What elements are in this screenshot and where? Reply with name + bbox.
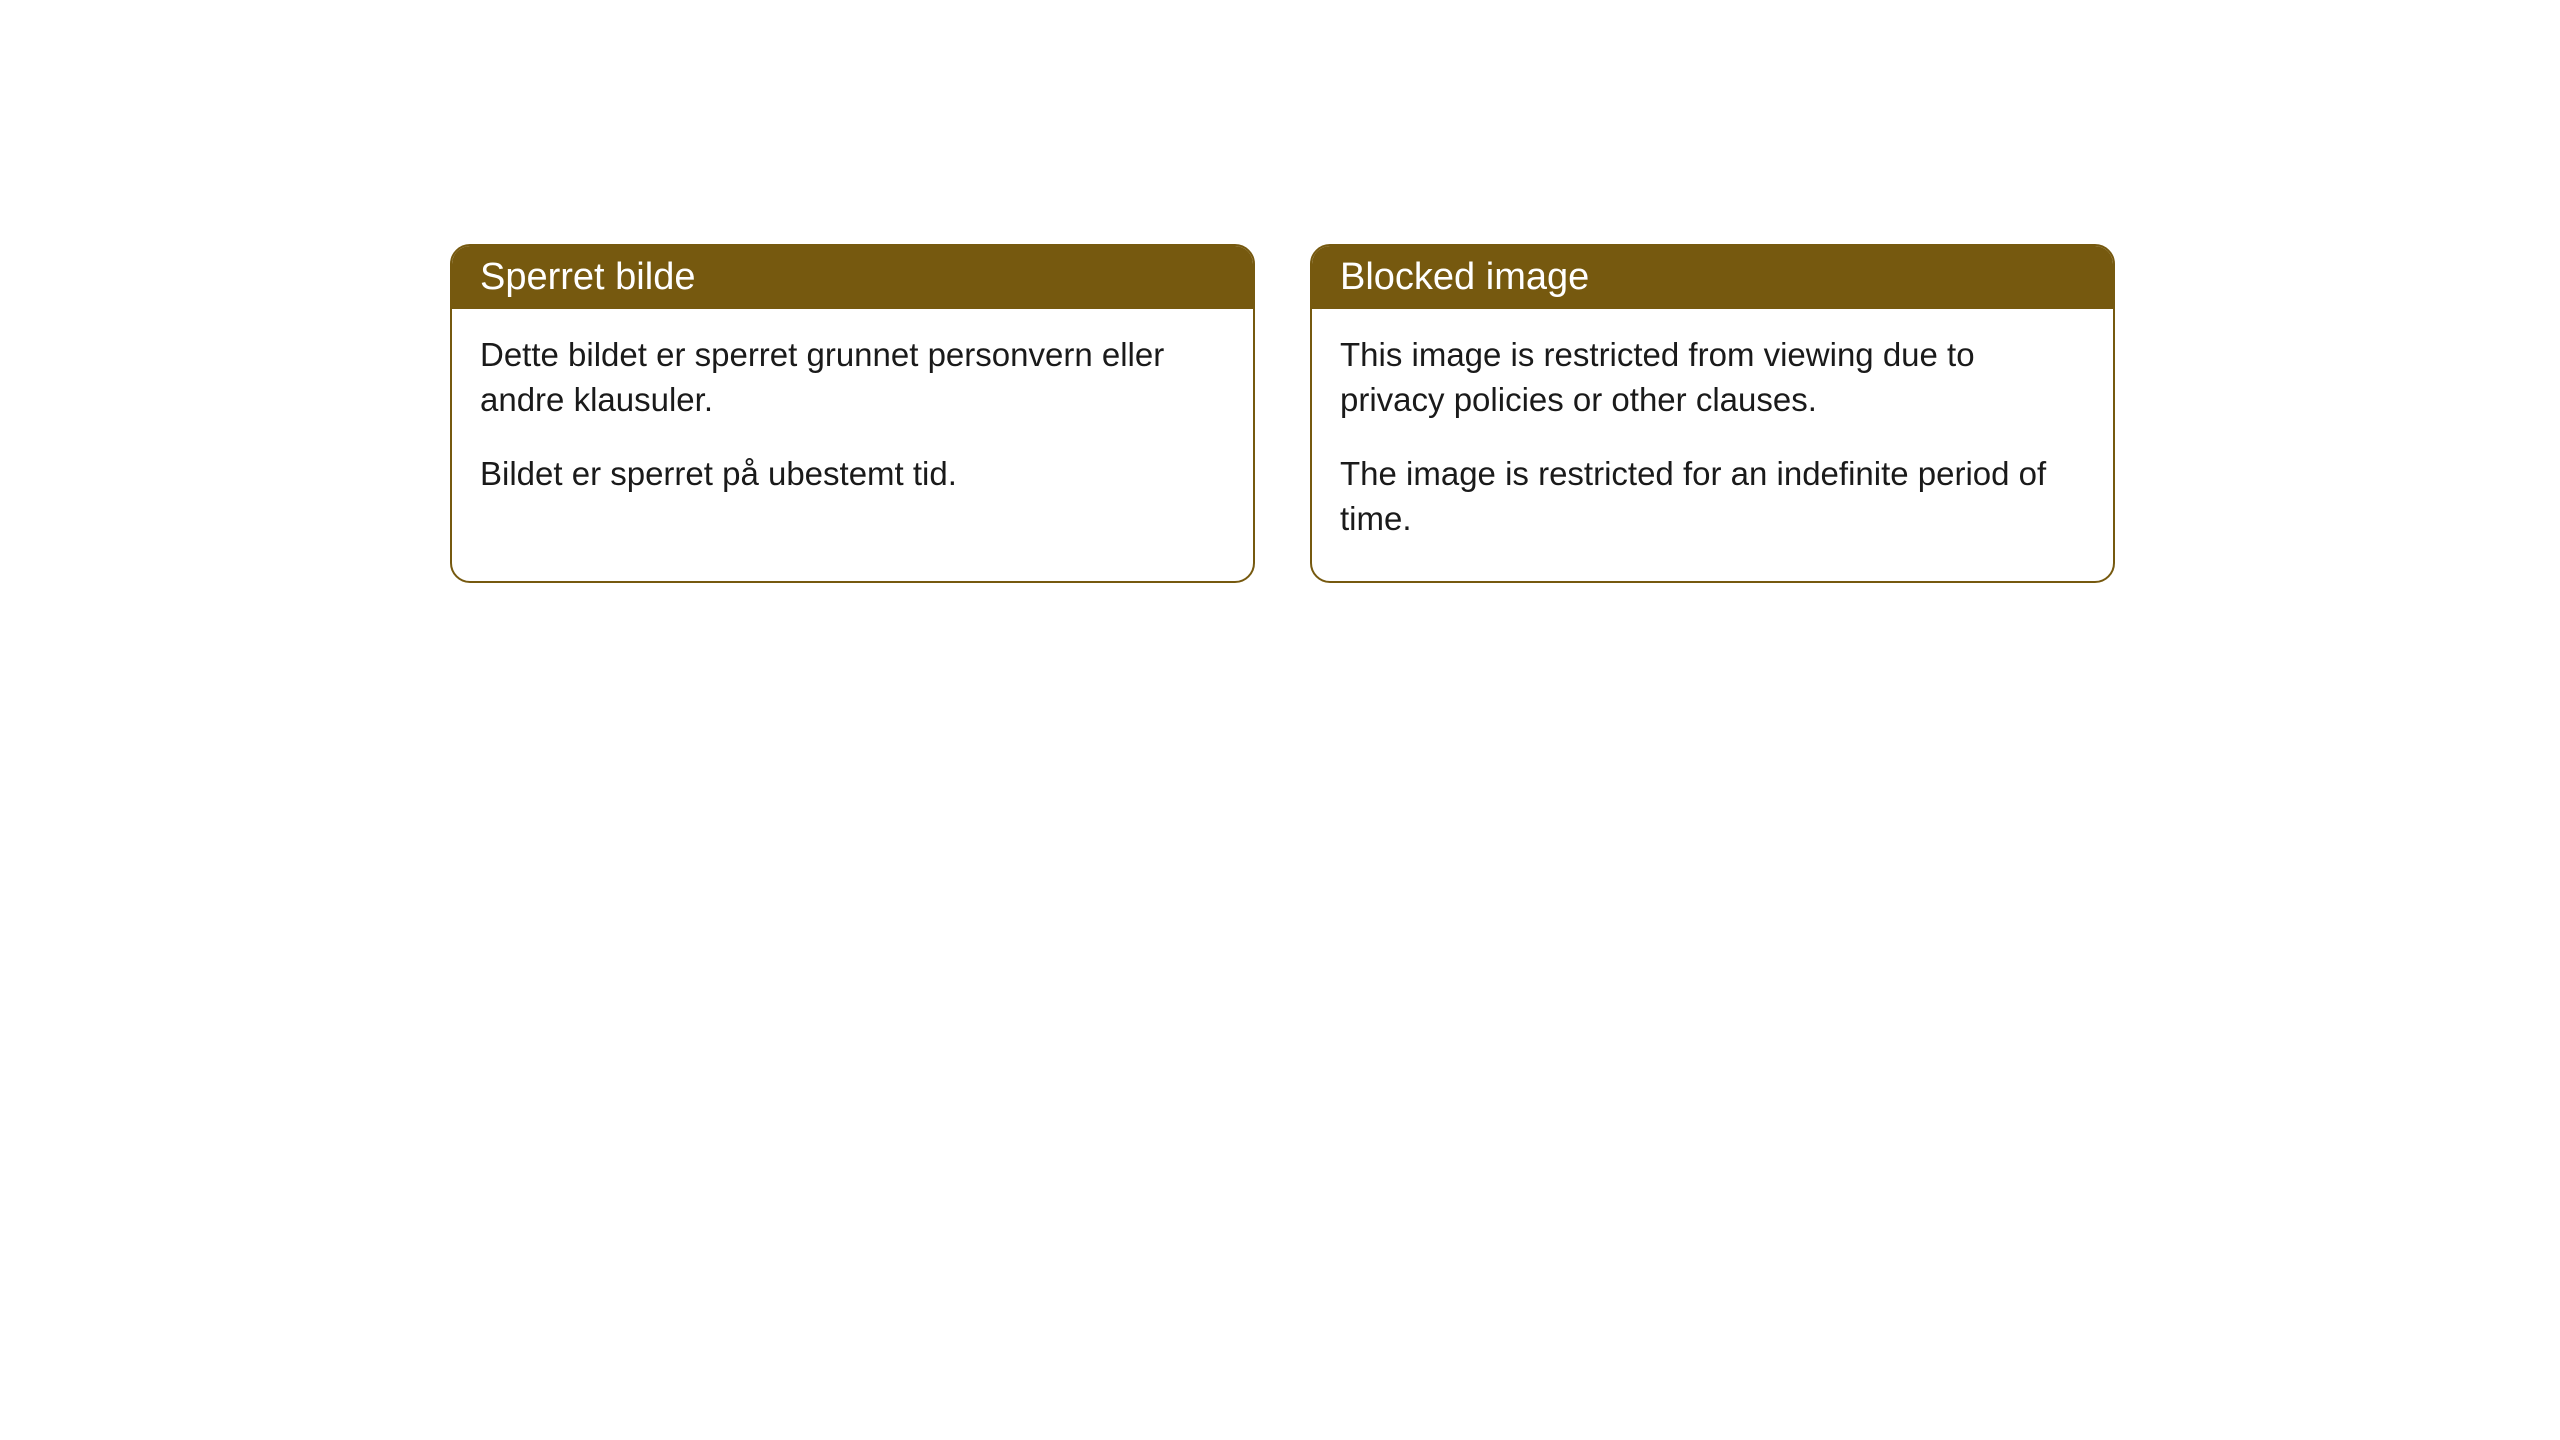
card-paragraph: Bildet er sperret på ubestemt tid. [480,452,1225,497]
card-title: Sperret bilde [480,256,695,298]
card-header: Blocked image [1312,246,2113,309]
card-paragraph: The image is restricted for an indefinit… [1340,452,2085,541]
card-body: Dette bildet er sperret grunnet personve… [452,309,1253,537]
card-body: This image is restricted from viewing du… [1312,309,2113,581]
card-paragraph: Dette bildet er sperret grunnet personve… [480,333,1225,422]
card-title: Blocked image [1340,256,1589,298]
card-paragraph: This image is restricted from viewing du… [1340,333,2085,422]
notice-cards-container: Sperret bilde Dette bildet er sperret gr… [450,244,2560,583]
blocked-image-card-english: Blocked image This image is restricted f… [1310,244,2115,583]
card-header: Sperret bilde [452,246,1253,309]
blocked-image-card-norwegian: Sperret bilde Dette bildet er sperret gr… [450,244,1255,583]
